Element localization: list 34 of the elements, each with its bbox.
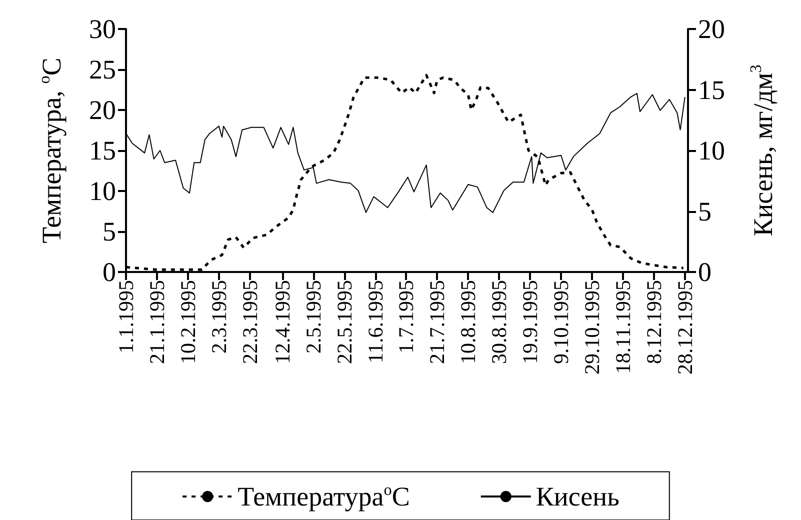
x-tick-label: 1.1.1995 bbox=[114, 280, 138, 354]
y-tick-label: 30 bbox=[89, 14, 116, 44]
x-tick-label: 10.2.1995 bbox=[176, 280, 200, 364]
y-axis-title: Температура, oC bbox=[36, 58, 66, 244]
y-tick-label: 15 bbox=[89, 136, 116, 166]
legend-label: Кисень bbox=[536, 482, 620, 512]
x-tick-label: 28.12.1995 bbox=[672, 280, 697, 374]
x-tick-label: 2.3.1995 bbox=[206, 280, 231, 354]
y-tick-label: 5 bbox=[102, 216, 116, 246]
y2-tick-label: 10 bbox=[698, 136, 725, 166]
y2-tick-label: 5 bbox=[698, 196, 712, 226]
y-tick-label: 0 bbox=[102, 257, 116, 287]
y2-tick-label: 15 bbox=[698, 74, 725, 105]
x-tick-label: 22.5.1995 bbox=[332, 280, 356, 364]
x-tick-label: 22.3.1995 bbox=[238, 280, 262, 364]
x-tick-label: 21.7.1995 bbox=[425, 280, 450, 364]
y2-axis-title: Кисень, мг/дм3 bbox=[747, 64, 778, 236]
x-tick-label: 8.12.1995 bbox=[642, 280, 666, 364]
y-tick-label: 20 bbox=[89, 95, 116, 125]
y2-tick-label: 20 bbox=[698, 14, 725, 44]
x-tick-label: 2.5.1995 bbox=[301, 280, 326, 354]
x-tick-label: 12.4.1995 bbox=[270, 280, 294, 364]
x-tick-label: 9.10.1995 bbox=[549, 280, 574, 364]
y-tick-label: 10 bbox=[89, 176, 116, 206]
x-tick-label: 29.10.1995 bbox=[580, 280, 604, 374]
y2-tick-label: 0 bbox=[698, 257, 712, 287]
x-tick-label: 11.6.1995 bbox=[363, 280, 388, 364]
x-tick-label: 21.1.1995 bbox=[144, 280, 169, 364]
x-tick-label: 10.8.1995 bbox=[456, 280, 480, 364]
x-tick-label: 1.7.1995 bbox=[394, 280, 418, 354]
x-tick-label: 30.8.1995 bbox=[487, 280, 512, 364]
y-tick-label: 25 bbox=[89, 54, 116, 84]
x-tick-label: 19.9.1995 bbox=[518, 280, 542, 364]
x-tick-label: 18.11.1995 bbox=[610, 280, 635, 374]
